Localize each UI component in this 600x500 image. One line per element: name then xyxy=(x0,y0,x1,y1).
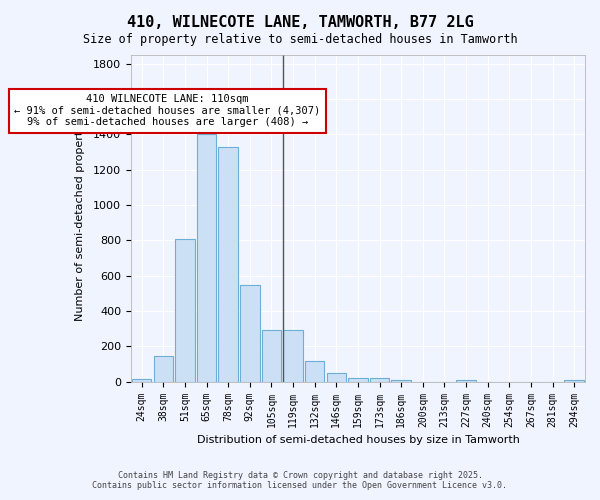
Bar xyxy=(262,330,281,382)
Bar xyxy=(305,360,325,382)
Bar xyxy=(457,380,476,382)
Bar xyxy=(132,379,151,382)
Text: 410 WILNECOTE LANE: 110sqm
← 91% of semi-detached houses are smaller (4,307)
9% : 410 WILNECOTE LANE: 110sqm ← 91% of semi… xyxy=(14,94,320,128)
Bar xyxy=(348,378,368,382)
Text: Size of property relative to semi-detached houses in Tamworth: Size of property relative to semi-detach… xyxy=(83,32,517,46)
Text: 410, WILNECOTE LANE, TAMWORTH, B77 2LG: 410, WILNECOTE LANE, TAMWORTH, B77 2LG xyxy=(127,15,473,30)
X-axis label: Distribution of semi-detached houses by size in Tamworth: Distribution of semi-detached houses by … xyxy=(197,435,520,445)
Text: Contains HM Land Registry data © Crown copyright and database right 2025.
Contai: Contains HM Land Registry data © Crown c… xyxy=(92,470,508,490)
Bar xyxy=(565,380,584,382)
Bar xyxy=(326,373,346,382)
Y-axis label: Number of semi-detached properties: Number of semi-detached properties xyxy=(75,116,85,322)
Bar xyxy=(391,380,411,382)
Bar xyxy=(154,356,173,382)
Bar xyxy=(370,378,389,382)
Bar xyxy=(283,330,303,382)
Bar xyxy=(197,134,217,382)
Bar xyxy=(218,147,238,382)
Bar xyxy=(240,284,260,382)
Bar xyxy=(175,238,195,382)
